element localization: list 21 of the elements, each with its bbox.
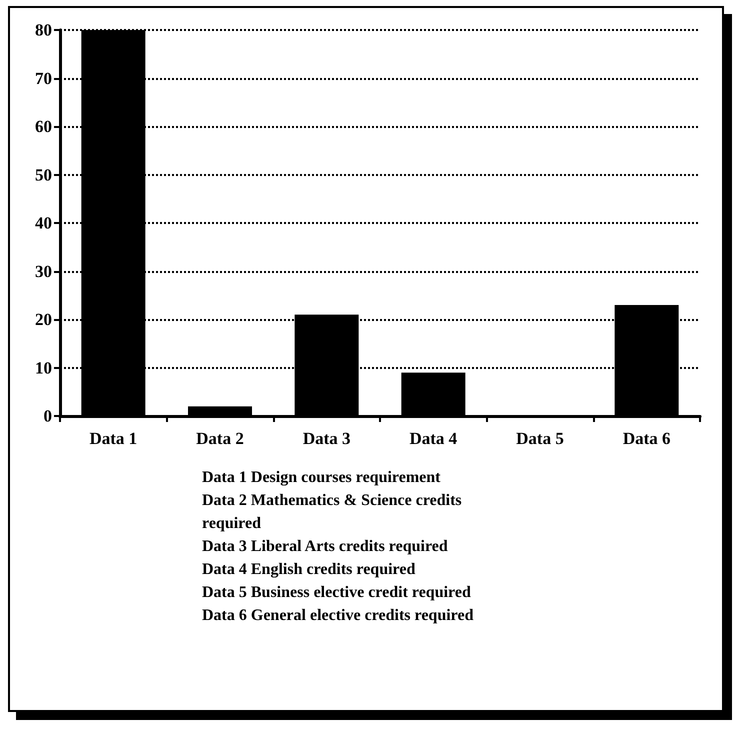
x-tick-label: Data 1	[89, 429, 138, 448]
text: Data 5 Business elective credit required	[202, 583, 472, 603]
y-tick-label: 0	[44, 406, 52, 426]
y-tick-label: 40	[35, 214, 52, 232]
y-tick-label: 20	[35, 310, 52, 329]
y-tick-label: 70	[35, 68, 52, 88]
text: Data 4 English credits required	[202, 560, 416, 580]
text: Data 6 General elective credits required	[202, 606, 474, 626]
y-tick-label: 30	[35, 262, 52, 281]
x-tick-label: Data 6	[622, 429, 671, 448]
y-tick-label: 80	[35, 20, 52, 40]
x-tick-label: Data 5	[516, 429, 564, 448]
x-tick-label: Data 3	[302, 429, 351, 448]
text: Data 2 Mathematics & Science credits required	[202, 491, 463, 534]
text: Data 1 Design courses requirement	[202, 468, 442, 488]
text: Data 3 Liberal Arts credits required	[202, 537, 449, 557]
y-tick-label: 60	[35, 117, 52, 136]
x-tick-label: Data 2	[196, 429, 244, 448]
y-tick-label: 10	[35, 358, 52, 378]
y-tick-label: 50	[35, 165, 52, 184]
x-tick-label: Data 4	[409, 429, 458, 448]
